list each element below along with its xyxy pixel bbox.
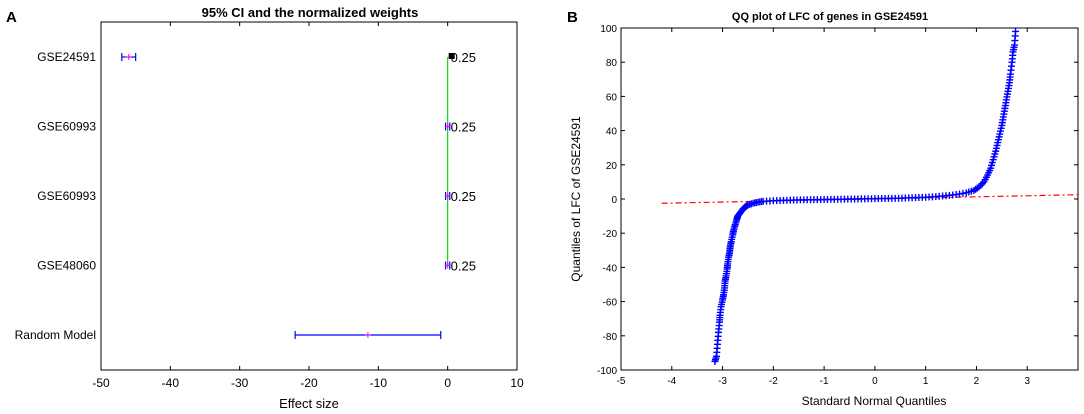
qq-y-tick-label: -60 (603, 298, 618, 309)
forest-x-axis: -50 -40 -30 -20 -10 0 10 GSE24591 GSE60993 GSE609… (15, 22, 524, 390)
qq-marks (661, 27, 1079, 365)
qq-x-tick-label: -3 (718, 376, 727, 387)
qq-y-tick-label: -100 (597, 366, 617, 377)
qq-x-tick-label: 1 (923, 376, 929, 387)
study-label: GSE60993 (37, 120, 96, 134)
forest-x-tick-label: -20 (300, 376, 318, 390)
qq-y-tick-label: -20 (603, 229, 618, 240)
forest-x-tick-label: -50 (92, 376, 110, 390)
qq-x-axis-label: Standard Normal Quantiles (802, 394, 947, 408)
forest-x-tick-label: 10 (510, 376, 524, 390)
effect-marker (444, 262, 451, 269)
qq-y-tick-label: 60 (606, 92, 618, 103)
forest-x-tick-label: -30 (231, 376, 249, 390)
forest-marks: 0.25 0.25 0.25 0.25 (121, 50, 476, 339)
study-label: GSE24591 (37, 50, 96, 64)
weight-label: 0.25 (451, 50, 476, 65)
qq-y-axis-label: Quantiles of LFC of GSE24591 (569, 116, 583, 282)
weight-label: 0.25 (451, 259, 476, 274)
qq-x-tick-label: 0 (872, 376, 878, 387)
qq-x-tick-label: 3 (1024, 376, 1030, 387)
weight-label: 0.25 (451, 120, 476, 135)
weight-square (448, 53, 455, 59)
qq-x-tick-label: -5 (617, 376, 626, 387)
summary-label: Random Model (15, 328, 96, 342)
qq-y-tick-label: 0 (611, 195, 617, 206)
qq-x-tick-label: -1 (820, 376, 829, 387)
qq-y-tick-label: 100 (600, 24, 617, 35)
qq-axes: -5 -4 -3 -2 -1 0 1 2 3 -100 -80 -60 -40 -20 0 20 40 60 80 1… (597, 24, 1078, 387)
qq-x-tick-label: -4 (667, 376, 676, 387)
qq-plot-title: QQ plot of LFC of genes in GSE24591 (732, 11, 928, 23)
qq-y-tick-label: 80 (606, 58, 618, 69)
effect-marker (444, 123, 451, 130)
panel-a-label: A (6, 9, 17, 26)
qq-x-tick-label: 2 (974, 376, 980, 387)
forest-plot-title: 95% CI and the normalized weights (202, 5, 419, 20)
qq-y-tick-label: -40 (603, 263, 618, 274)
qq-y-tick-label: 20 (606, 161, 618, 172)
qq-y-tick-label: 40 (606, 127, 618, 138)
qq-y-tick-label: -80 (603, 332, 618, 343)
qq-x-tick-label: -2 (769, 376, 778, 387)
weight-label: 0.25 (451, 189, 476, 204)
forest-x-tick-label: -10 (370, 376, 388, 390)
study-label: GSE60993 (37, 189, 96, 203)
panel-b-label: B (567, 9, 578, 26)
study-label: GSE48060 (37, 259, 96, 273)
effect-marker (364, 332, 371, 338)
forest-x-axis-label: Effect size (279, 396, 339, 411)
qq-point (1012, 27, 1020, 35)
forest-x-tick-label: -40 (162, 376, 180, 390)
effect-marker (444, 193, 451, 199)
effect-marker (125, 54, 132, 60)
qq-plot-panel: B QQ plot of LFC of genes in GSE24591 -5… (567, 9, 1079, 408)
forest-x-tick-label: 0 (444, 376, 451, 390)
forest-plot-panel: A 95% CI and the normalized weights -50-… (6, 5, 524, 411)
